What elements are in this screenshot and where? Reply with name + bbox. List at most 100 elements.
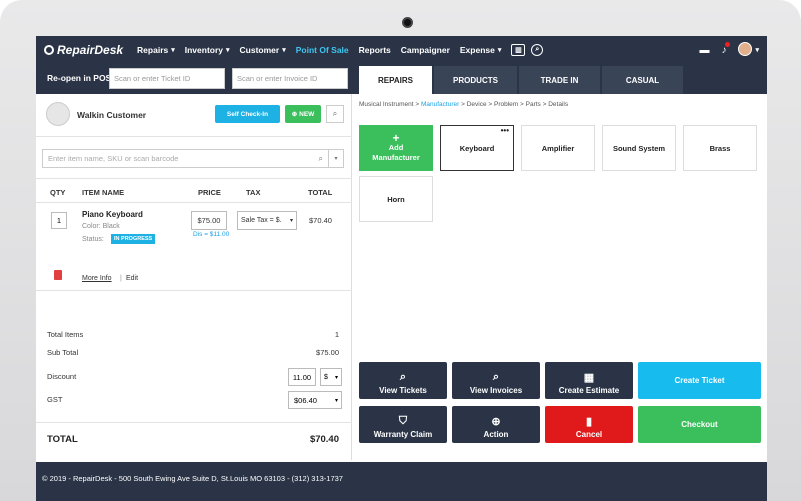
plus-circle-icon: ⊕ [491, 416, 501, 428]
divider [36, 202, 352, 203]
button-label: Warranty Claim [373, 430, 433, 439]
chevron-down-icon: ▾ [289, 218, 293, 224]
footer: © 2019 - RepairDesk - 500 South Ewing Av… [36, 462, 767, 501]
discount-label: Discount [47, 372, 77, 381]
item-color: Color: Black [82, 223, 120, 230]
create-ticket-button[interactable]: Create Ticket [638, 362, 761, 399]
calculator-icon: ▦ [583, 372, 595, 384]
tab-casual[interactable]: CASUAL [602, 66, 683, 94]
customer-search-button[interactable]: ⌕ [326, 105, 344, 123]
card-label: Sound System [612, 143, 666, 153]
breadcrumb-item[interactable]: Device [466, 101, 487, 108]
customer-name: Walkin Customer [77, 110, 147, 120]
breadcrumb-separator: > [461, 101, 465, 108]
nav-inventory[interactable]: Inventory ▾ [185, 45, 230, 55]
action-button[interactable]: ⊕ Action [452, 406, 540, 443]
add-label: Manufacturer [372, 153, 420, 162]
tab-trade-in[interactable]: TRADE IN [519, 66, 600, 94]
add-manufacturer-button[interactable]: + Add Manufacturer [359, 125, 433, 171]
breadcrumb-separator: > [415, 101, 420, 108]
nav-label: Inventory [184, 45, 224, 55]
divider [36, 422, 352, 423]
view-tickets-button[interactable]: ⌕ View Tickets [359, 362, 447, 399]
qty-input[interactable]: 1 [51, 212, 67, 229]
breadcrumb-item-active[interactable]: Manufacturer [420, 101, 460, 108]
chat-icon[interactable]: ▬ [699, 44, 710, 56]
button-label: Create Estimate [558, 386, 620, 395]
footer-text: © 2019 - RepairDesk - 500 South Ewing Av… [42, 474, 343, 483]
edit-link[interactable]: Edit [126, 275, 139, 282]
card-label: Keyboard [459, 143, 495, 153]
nav-label: Repairs [137, 45, 169, 55]
nav-reports[interactable]: Reports [359, 45, 391, 55]
tax-value: Sale Tax = $. [241, 217, 282, 224]
item-search-input[interactable]: Enter item name, SKU or scan barcode ⌕ ▾ [42, 149, 344, 168]
col-qty: QTY [50, 188, 66, 197]
discount-link[interactable]: Dis = $11.00 [193, 231, 230, 238]
manufacturer-card-keyboard[interactable]: ••• Keyboard [440, 125, 514, 171]
gst-label: GST [47, 395, 63, 404]
camera-icon [402, 17, 413, 28]
manufacturer-card-horn[interactable]: Horn [359, 176, 433, 222]
chevron-down-icon: ▾ [171, 47, 175, 54]
more-info-link[interactable]: More Info [82, 275, 112, 282]
new-label: NEW [299, 110, 315, 118]
card-label: Horn [387, 194, 405, 204]
cancel-button[interactable]: ▮ Cancel [545, 406, 633, 443]
self-checkin-button[interactable]: Self Check-In [215, 105, 280, 123]
breadcrumb-item[interactable]: Details [548, 101, 569, 108]
subtotal-value: $75.00 [316, 348, 339, 357]
nav-point-of-sale[interactable]: Point Of Sale [296, 45, 349, 55]
tab-repairs[interactable]: REPAIRS [359, 66, 432, 94]
bell-icon[interactable]: ♪ [721, 41, 731, 56]
item-total: $70.40 [309, 216, 332, 225]
chevron-down-icon[interactable]: ▾ [328, 150, 343, 167]
breadcrumb-item[interactable]: Parts [525, 101, 541, 108]
button-label: Action [483, 430, 509, 439]
pos-subbar: Re-open in POS Scan or enter Ticket ID S… [36, 64, 767, 94]
divider [36, 178, 352, 179]
manufacturer-card-brass[interactable]: Brass [683, 125, 757, 171]
nav-label: Expense [459, 45, 495, 55]
manufacturer-card-amplifier[interactable]: Amplifier [521, 125, 595, 171]
breadcrumb-item[interactable]: Problem [493, 101, 519, 108]
gst-select[interactable]: $06.40 ▾ [288, 391, 342, 409]
barcode-icon[interactable]: ▥ [511, 44, 526, 56]
nav-campaigner[interactable]: Campaigner [401, 45, 450, 55]
search-icon[interactable]: ⌕ [531, 44, 544, 56]
invoice-id-input[interactable]: Scan or enter Invoice ID [232, 68, 348, 89]
tab-products[interactable]: PRODUCTS [434, 66, 517, 94]
nav-repairs[interactable]: Repairs ▾ [137, 45, 175, 55]
trash-icon[interactable] [54, 270, 62, 280]
discount-type-select[interactable]: $ ▾ [320, 368, 342, 386]
chevron-down-icon[interactable]: ▾ [755, 47, 759, 54]
new-customer-button[interactable]: ⊕ NEW [285, 105, 321, 123]
view-invoices-button[interactable]: ⌕ View Invoices [452, 362, 540, 399]
card-label: Brass [709, 143, 731, 153]
button-label: Checkout [681, 420, 718, 429]
checkout-button[interactable]: Checkout [638, 406, 761, 443]
create-estimate-button[interactable]: ▦ Create Estimate [545, 362, 633, 399]
avatar[interactable] [738, 41, 753, 59]
cart-panel: Walkin Customer Self Check-In ⊕ NEW ⌕ Ent… [36, 94, 352, 460]
warranty-claim-button[interactable]: ⛉ Warranty Claim [359, 406, 447, 443]
nav-customer[interactable]: Customer ▾ [240, 45, 286, 55]
manufacturer-card-sound-system[interactable]: Sound System [602, 125, 676, 171]
button-label: View Invoices [469, 386, 523, 395]
card-label: Amplifier [541, 143, 575, 153]
chevron-down-icon: ▾ [334, 374, 338, 381]
logo-icon [44, 45, 54, 55]
col-item-name: ITEM NAME [82, 188, 125, 197]
breadcrumb: Musical Instrument > Manufacturer > Devi… [359, 101, 568, 108]
price-input[interactable]: $75.00 [191, 211, 227, 230]
trash-icon: ▮ [585, 416, 593, 428]
ticket-id-input[interactable]: Scan or enter Ticket ID [109, 68, 225, 89]
button-label: View Tickets [379, 386, 427, 395]
tax-select[interactable]: Sale Tax = $. ▾ [237, 211, 297, 230]
nav-expense[interactable]: Expense ▾ [460, 45, 501, 55]
brand-logo[interactable]: RepairDesk [44, 43, 123, 57]
breadcrumb-item[interactable]: Musical Instrument [359, 101, 414, 108]
discount-input[interactable]: 11.00 [288, 368, 316, 386]
breadcrumb-separator: > [520, 101, 524, 108]
more-options-icon[interactable]: ••• [500, 126, 509, 135]
